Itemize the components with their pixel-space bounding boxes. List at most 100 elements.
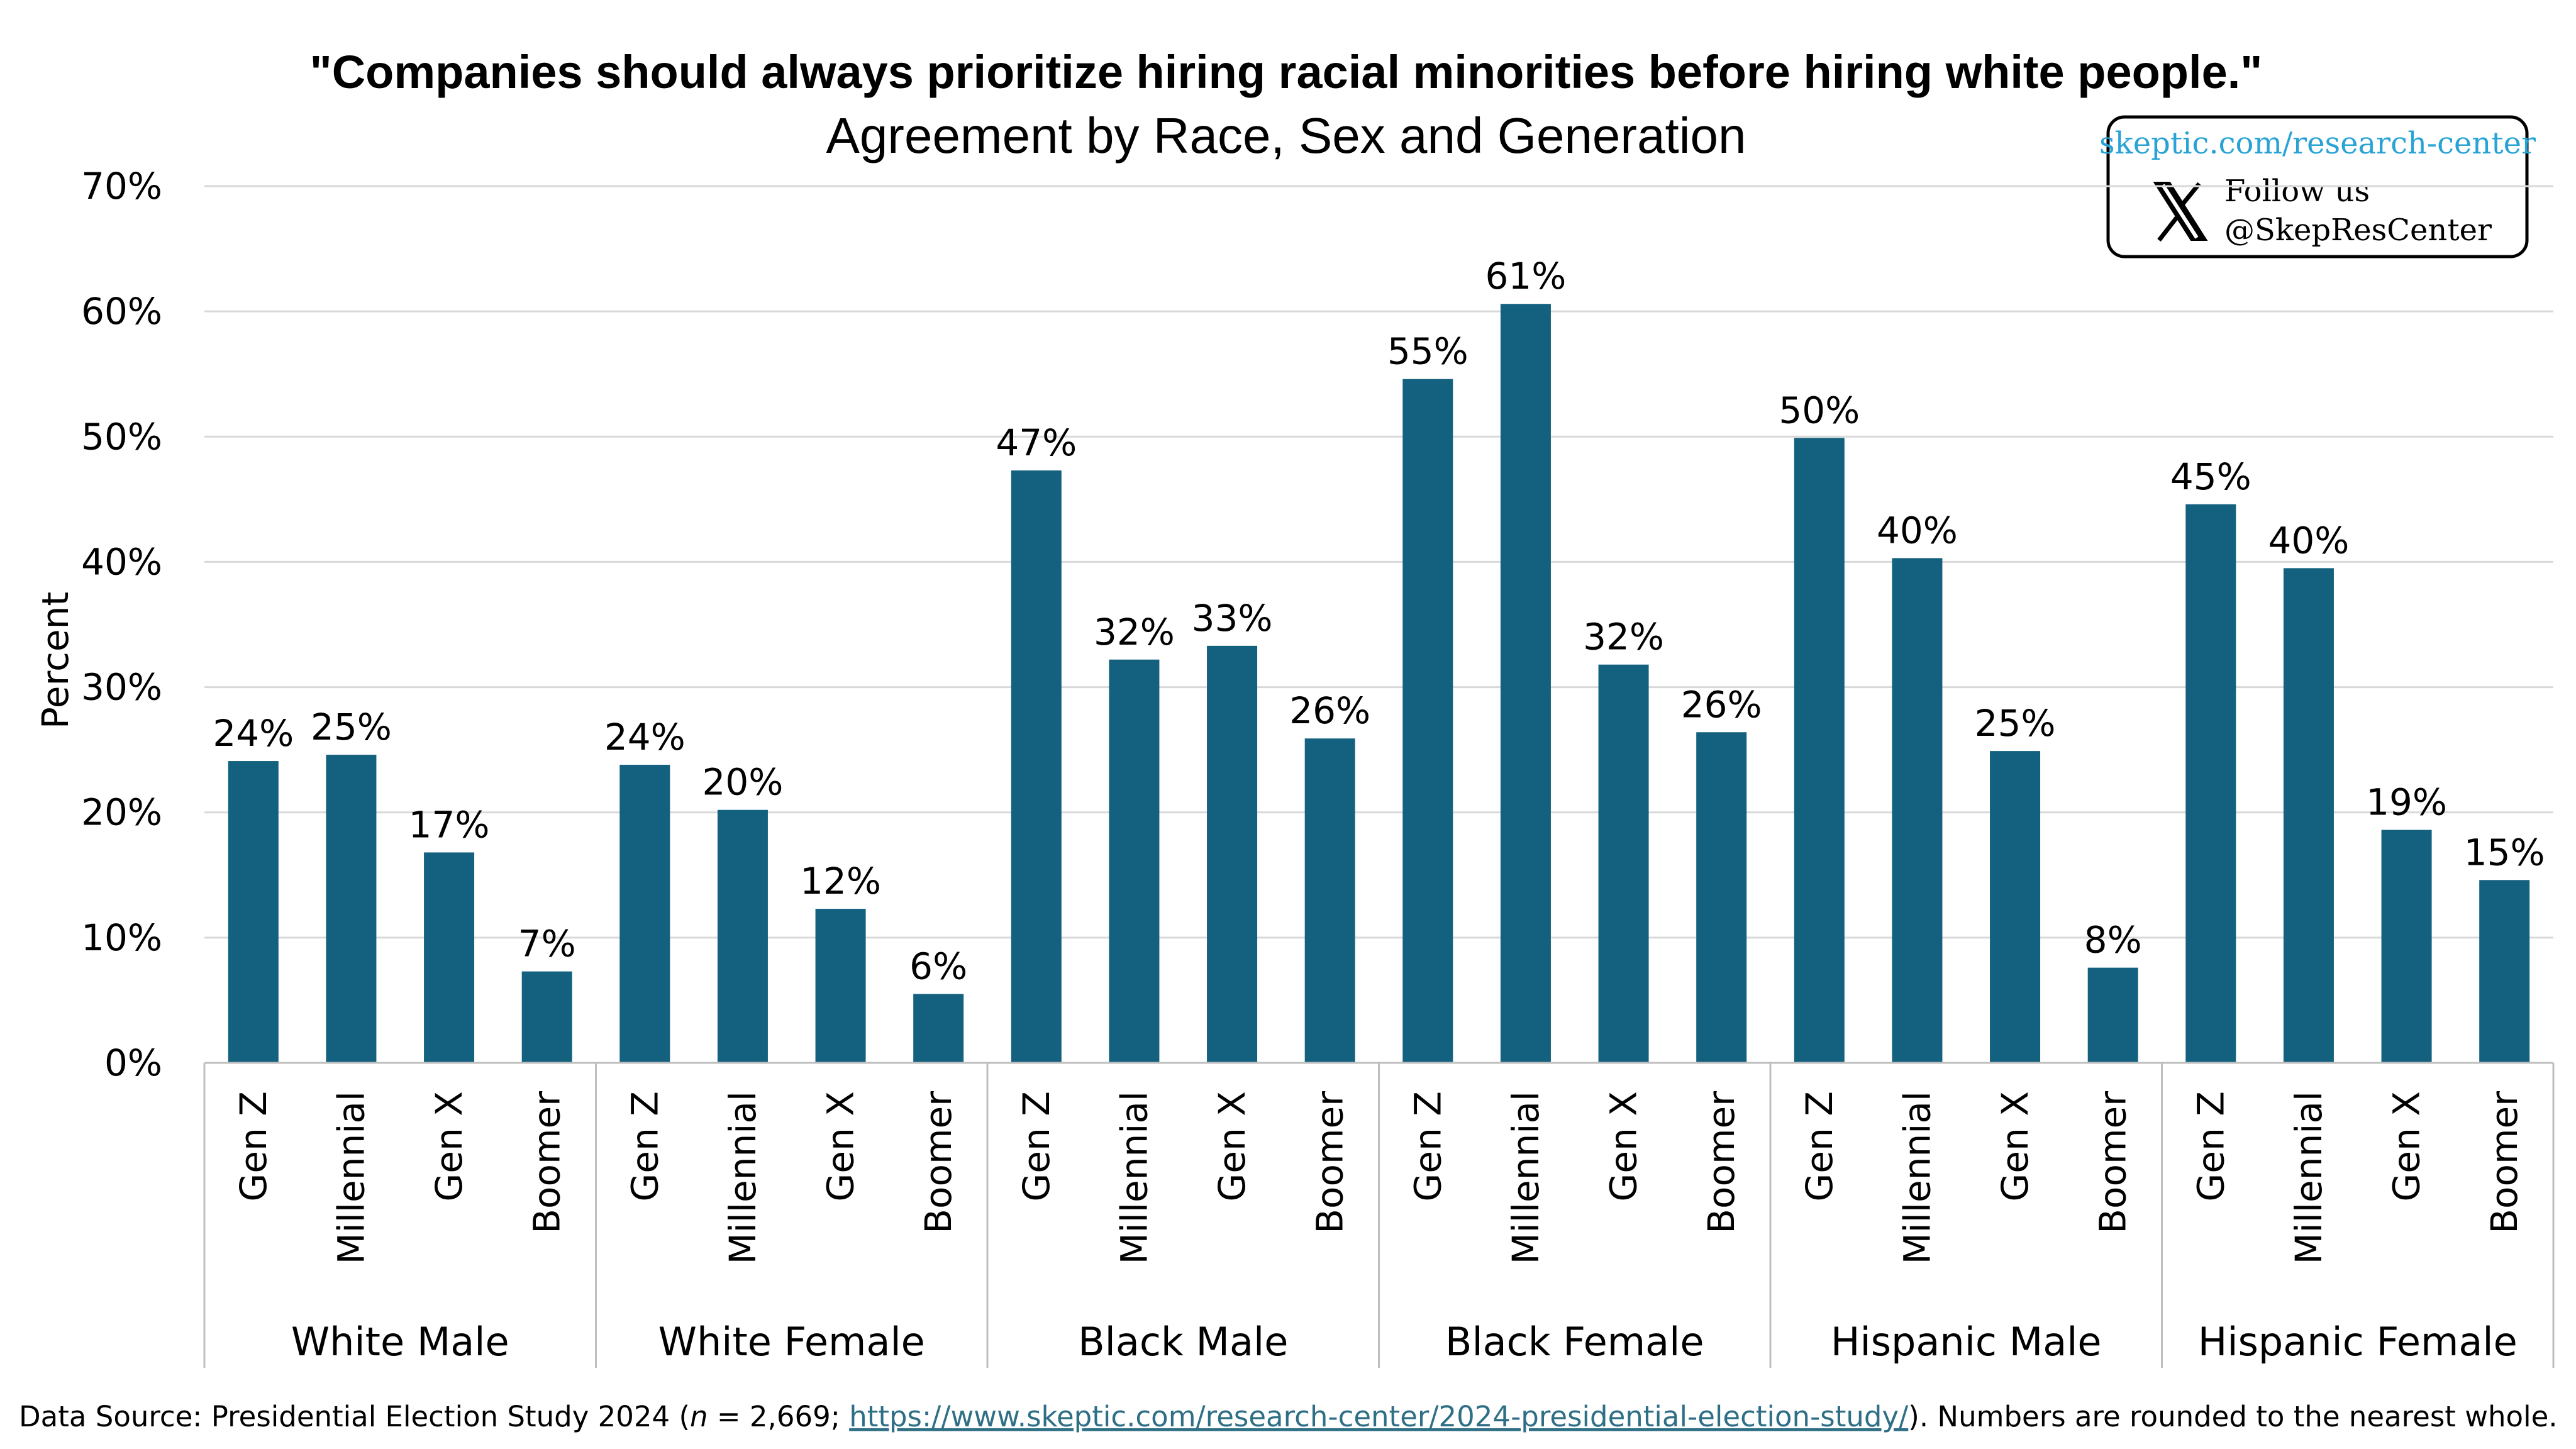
- bar: [1207, 645, 1258, 1063]
- bar: [1402, 379, 1453, 1063]
- data-label: 33%: [1192, 597, 1273, 640]
- source-n-italic: n: [690, 1400, 708, 1433]
- category-label: Boomer: [1309, 1091, 1352, 1234]
- bar: [2479, 880, 2530, 1063]
- chart-subtitle: Agreement by Race, Sex and Generation: [826, 108, 1746, 164]
- bar: [2381, 830, 2432, 1063]
- bar: [1304, 738, 1355, 1063]
- source-prefix: Data Source: Presidential Election Study…: [19, 1400, 690, 1433]
- bar: [1892, 558, 1943, 1063]
- category-label: Millennial: [721, 1091, 764, 1264]
- bar: [1598, 664, 1649, 1063]
- group-label: Hispanic Male: [1831, 1319, 2102, 1365]
- bar: [717, 809, 768, 1063]
- data-label: 45%: [2170, 455, 2251, 498]
- chart-title: "Companies should always prioritize hiri…: [310, 46, 2263, 98]
- category-label: Boomer: [917, 1091, 960, 1234]
- y-axis-label: Percent: [34, 592, 77, 729]
- data-label: 7%: [518, 923, 576, 965]
- x-logo-icon: [2153, 182, 2208, 242]
- data-label: 61%: [1485, 255, 1566, 297]
- category-label: Millennial: [2287, 1091, 2330, 1264]
- category-label: Gen Z: [1406, 1091, 1449, 1202]
- bar: [2185, 504, 2236, 1063]
- data-label: 17%: [409, 803, 490, 846]
- badge-url-link[interactable]: skeptic.com/research-center: [2099, 126, 2536, 161]
- category-label: Gen X: [1994, 1091, 2036, 1202]
- social-badge[interactable]: skeptic.com/research-center Follow us @S…: [2099, 115, 2536, 258]
- category-label: Boomer: [2092, 1091, 2135, 1234]
- category-label: Gen Z: [232, 1091, 275, 1202]
- y-tick-label: 10%: [81, 916, 162, 959]
- data-label: 15%: [2464, 831, 2545, 874]
- category-label: Gen Z: [1798, 1091, 1841, 1202]
- group-label: Black Female: [1445, 1319, 1704, 1365]
- data-label: 26%: [1289, 689, 1370, 732]
- category-label: Gen Z: [1015, 1091, 1058, 1202]
- data-label: 6%: [909, 945, 967, 987]
- data-label: 40%: [2268, 519, 2349, 562]
- data-label: 8%: [2084, 919, 2142, 962]
- group-label: Hispanic Female: [2198, 1319, 2518, 1365]
- bar: [1500, 304, 1551, 1063]
- bar: [228, 761, 279, 1063]
- badge-follow-text: Follow us: [2224, 174, 2370, 209]
- bar: [424, 852, 475, 1063]
- bar: [815, 909, 866, 1063]
- category-label: Millennial: [330, 1091, 372, 1264]
- gridlines: [204, 185, 2553, 939]
- data-label: 26%: [1681, 683, 1762, 726]
- category-label: Millennial: [1896, 1091, 1938, 1264]
- x-axis: [203, 1062, 2555, 1368]
- data-label: 12%: [800, 860, 881, 902]
- badge-handle-text: @SkepResCenter: [2224, 213, 2492, 248]
- bar: [1011, 470, 1062, 1063]
- data-label: 55%: [1387, 330, 1468, 373]
- data-labels: 24% 25% 17% 7% 24% 20% 12% 6% 47% 32% 33% 26% 55% 61%…: [213, 255, 2545, 987]
- bar: [1990, 751, 2041, 1063]
- y-tick-label: 60%: [81, 290, 162, 333]
- y-tick-label: 50%: [81, 415, 162, 458]
- data-label: 32%: [1094, 611, 1175, 653]
- category-label: Gen X: [1602, 1091, 1645, 1202]
- data-label: 40%: [1877, 509, 1958, 552]
- bar: [521, 971, 572, 1063]
- data-label: 24%: [213, 712, 294, 755]
- category-label: Gen X: [428, 1091, 470, 1202]
- data-label: 20%: [702, 761, 783, 804]
- data-label: 47%: [996, 421, 1077, 464]
- bar: [1794, 438, 1845, 1063]
- data-label: 32%: [1583, 616, 1664, 658]
- bar: [2283, 568, 2334, 1063]
- category-label: Boomer: [2483, 1091, 2526, 1234]
- y-tick-label: 70%: [81, 165, 162, 208]
- bar: [2087, 967, 2138, 1063]
- category-label: Boomer: [1700, 1091, 1743, 1234]
- source-n-value: = 2,669;: [708, 1400, 850, 1433]
- source-suffix: ). Numbers are rounded to the nearest wh…: [1908, 1400, 2557, 1433]
- source-link[interactable]: https://www.skeptic.com/research-center/…: [849, 1400, 1909, 1433]
- category-label: Millennial: [1113, 1091, 1155, 1264]
- category-label: Gen Z: [623, 1091, 666, 1202]
- y-axis-ticks: 0% 10% 20% 30% 40% 50% 60% 70%: [81, 165, 162, 1084]
- bar: [1696, 732, 1747, 1063]
- y-tick-label: 0%: [104, 1041, 162, 1084]
- group-label: White Female: [658, 1319, 925, 1365]
- data-source-note: Data Source: Presidential Election Study…: [19, 1400, 2558, 1433]
- y-tick-label: 30%: [81, 666, 162, 709]
- data-label: 50%: [1779, 389, 1860, 431]
- data-label: 25%: [311, 706, 392, 748]
- bar: [619, 765, 670, 1063]
- category-label: Gen Z: [2189, 1091, 2232, 1202]
- bar: [913, 994, 964, 1063]
- category-labels: Gen Z Millennial Gen X Boomer Gen Z Millennia…: [232, 1091, 2526, 1265]
- group-label: White Male: [291, 1319, 509, 1365]
- data-label: 25%: [1975, 702, 2056, 745]
- bar: [1109, 659, 1160, 1063]
- y-tick-label: 40%: [81, 540, 162, 583]
- category-label: Millennial: [1504, 1091, 1547, 1264]
- y-tick-label: 20%: [81, 791, 162, 834]
- category-label: Gen X: [819, 1091, 862, 1202]
- bars: [228, 304, 2530, 1063]
